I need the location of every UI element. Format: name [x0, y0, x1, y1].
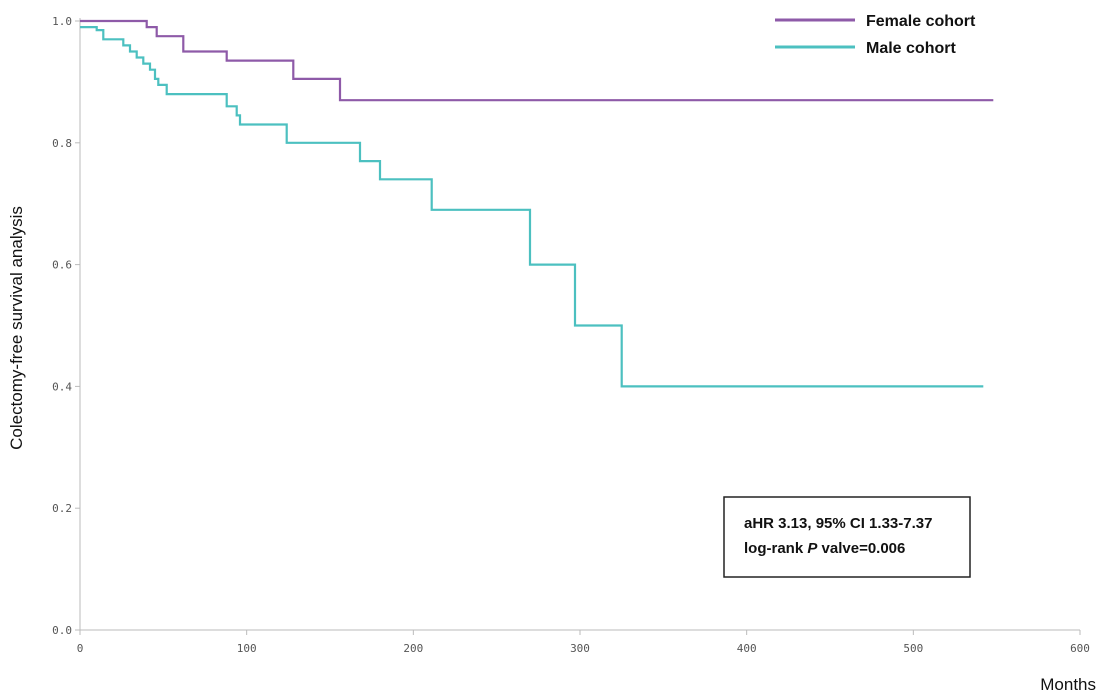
y-tick-label: 0.0: [52, 624, 72, 637]
y-tick-label: 0.4: [52, 380, 72, 393]
y-axis-title: Colectomy-free survival analysis: [7, 206, 26, 450]
legend: Female cohort Male cohort: [775, 13, 976, 57]
x-axis: 0 100 200 300 400 500 600: [77, 629, 1090, 655]
annotation-line-1: aHR 3.13, 95% CI 1.33-7.37: [744, 515, 932, 532]
y-tick-label: 0.2: [52, 502, 72, 515]
annotation-frame: [723, 496, 971, 578]
y-tick-label: 0.6: [52, 259, 72, 272]
x-tick-label: 0: [77, 642, 84, 655]
x-tick-label: 500: [903, 642, 923, 655]
x-tick-label: 600: [1070, 642, 1090, 655]
x-tick-label: 400: [737, 642, 757, 655]
annotation-line-2: log-rank P valve=0.006: [744, 540, 905, 557]
y-tick-label: 1.0: [52, 15, 72, 28]
annotation-box: aHR 3.13, 95% CI 1.33-7.37 log-rank P va…: [723, 496, 971, 578]
series-line-male: [80, 26, 984, 388]
series-layer: [80, 19, 994, 388]
x-tick-label: 200: [403, 642, 423, 655]
y-axis: 0.0 0.2 0.4 0.6 0.8 1.0: [52, 15, 81, 637]
legend-label-male: Male cohort: [866, 40, 956, 57]
y-tick-label: 0.8: [52, 137, 72, 150]
x-tick-label: 300: [570, 642, 590, 655]
x-tick-label: 100: [237, 642, 257, 655]
x-axis-title: Months: [1040, 675, 1096, 694]
series-line-female: [80, 19, 994, 102]
legend-label-female: Female cohort: [866, 13, 976, 30]
